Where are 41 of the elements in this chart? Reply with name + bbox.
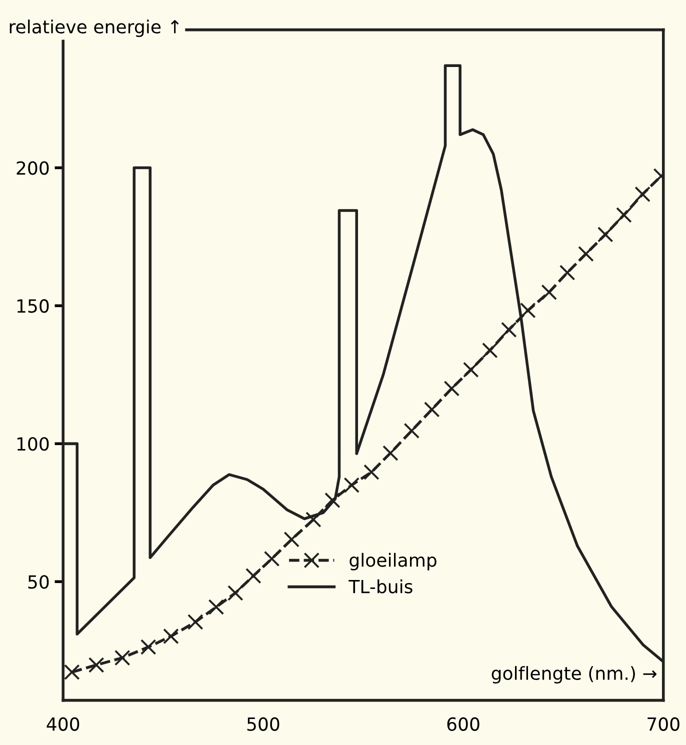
point [208, 599, 224, 615]
point [500, 322, 517, 338]
x-tick-label: 400 [46, 717, 80, 731]
y-tick-label: 100 [17, 437, 49, 451]
point [462, 362, 479, 378]
y-tick-label: 150 [17, 299, 49, 313]
point [227, 585, 244, 601]
point [344, 477, 360, 493]
point [140, 639, 156, 655]
point [284, 532, 300, 548]
point [597, 226, 614, 242]
point [382, 445, 398, 461]
point [578, 246, 594, 262]
point [559, 264, 576, 281]
point [88, 657, 104, 673]
y-tick-label: 50 [28, 575, 49, 589]
x-tick-label: 700 [648, 717, 680, 731]
point [114, 650, 130, 666]
point [482, 342, 498, 358]
x-tick-label: 600 [447, 717, 480, 731]
point [187, 614, 204, 630]
point [264, 550, 280, 567]
y-tick-label: 200 [16, 161, 49, 175]
legend-label: TL-buis [348, 579, 412, 594]
point [444, 380, 460, 396]
point [305, 512, 322, 528]
point [245, 568, 262, 584]
legend-label: gloeilamp [350, 552, 436, 570]
point [324, 492, 340, 508]
point [520, 302, 536, 318]
point [64, 664, 80, 680]
point [616, 207, 632, 223]
point [404, 422, 420, 439]
x-axis-title: golflengte (nm.) → [492, 666, 656, 684]
point [163, 628, 179, 644]
x-tick-label: 500 [247, 717, 280, 731]
point [364, 464, 380, 480]
y-axis-title: relatieve energie ↑ [10, 20, 179, 38]
point [424, 402, 440, 418]
point [634, 186, 650, 202]
point [541, 284, 558, 300]
